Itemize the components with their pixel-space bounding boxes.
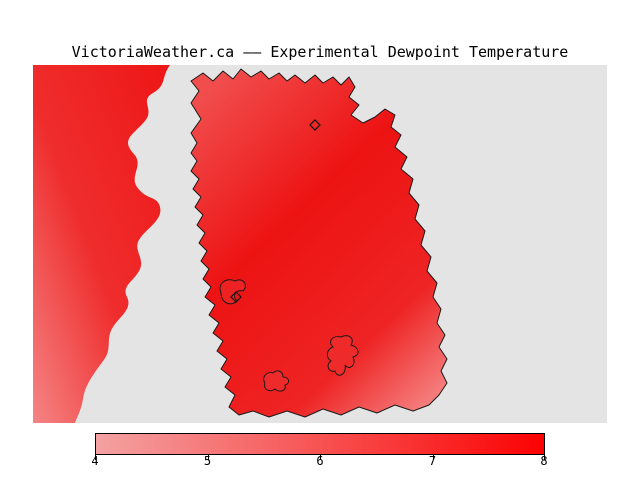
colorbar-tick-label: 4 [91,454,99,468]
colorbar-tick [432,455,434,460]
island-large [326,335,359,376]
station-diamond-icon [309,119,321,131]
colorbar-tick-label: 6 [316,454,324,468]
colorbar-tick [320,455,321,460]
landmass-west [33,65,170,423]
units-label: °C [269,478,282,480]
colorbar-tick-label: 7 [428,454,437,468]
landmass-central [190,68,448,418]
timestamp: 2026/04/20 02:57 [292,478,398,480]
harbour-spit-coastline [219,279,246,305]
map-svg [33,65,607,423]
colorbar-tick-label: 8 [540,454,548,468]
colorbar-tick [95,455,96,460]
colorbar [95,433,545,455]
colorbar-tick [544,455,545,460]
colorbar-tick [207,455,209,460]
dewpoint-map [33,65,607,423]
colorbar-caption: °C 2026/04/20 02:57 [95,467,545,480]
island-small [263,370,290,392]
colorbar-tick-label: 5 [203,454,212,468]
page-title: VictoriaWeather.ca —— Experimental Dewpo… [71,43,569,61]
station-diamond-icon [230,291,242,303]
